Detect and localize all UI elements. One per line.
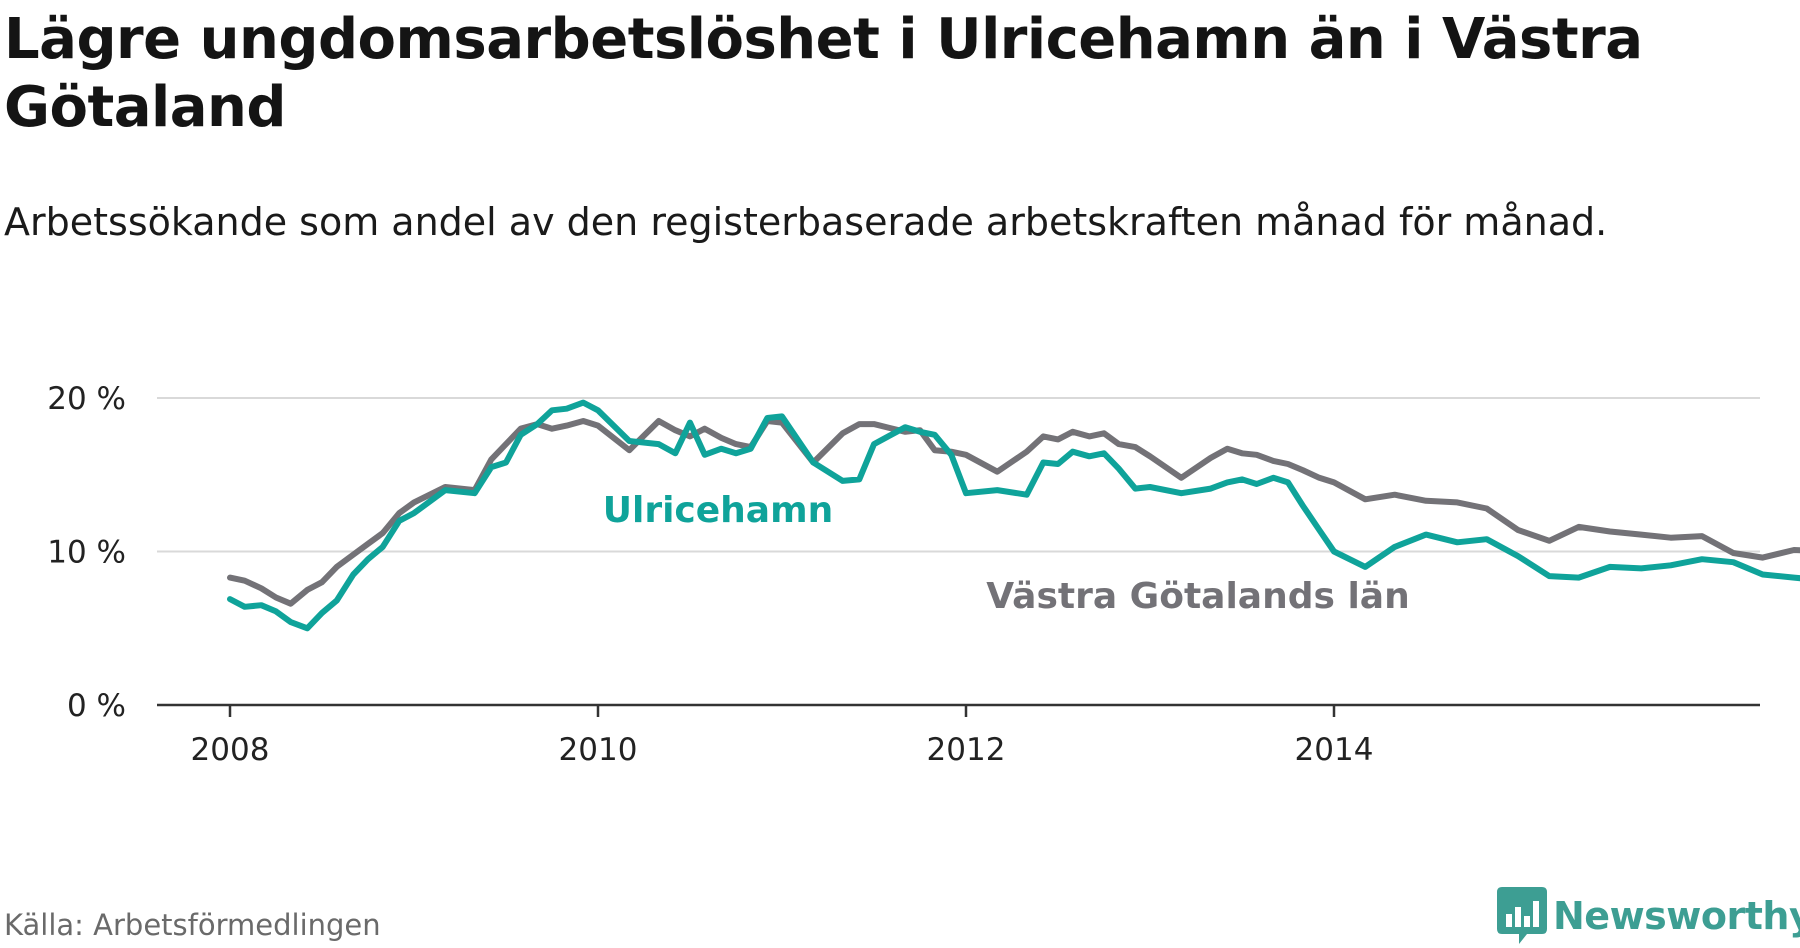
y-tick-label: 20 % [47, 381, 126, 417]
grid-lines [157, 397, 1760, 553]
x-tick-label: 2012 [927, 732, 1006, 768]
x-tick-label: 2010 [559, 732, 638, 768]
series-line-ulricehamn [227, 399, 1800, 632]
x-tick-label: 2008 [191, 732, 270, 768]
series-line-vastra-gotaland [227, 418, 1800, 607]
series-label-ulricehamn: Ulricehamn [603, 490, 833, 531]
series-lines [227, 399, 1800, 632]
chart-subtitle: Arbetssökande som andel av den registerb… [4, 200, 1608, 244]
y-tick-label: 0 % [67, 688, 126, 724]
chart-title: Lägre ungdomsarbetslöshet i Ulricehamn ä… [4, 7, 1643, 140]
x-tick-label: 2014 [1295, 732, 1374, 768]
series-label-vastra-gotaland: Västra Götalands län [986, 576, 1409, 617]
newsworthy-logo-icon [1497, 887, 1547, 944]
source-note: Källa: Arbetsförmedlingen [4, 908, 381, 942]
y-axis-ticks: 0 % 10 % 20 % [47, 381, 126, 724]
line-chart: 0 %10 %20 % 2008201020122014201720192021… [47, 381, 1800, 768]
newsworthy-logo-text: Newsworthy [1553, 894, 1800, 938]
y-tick-label: 10 % [47, 535, 126, 571]
x-axis: 20082010201220142017201920212023 [157, 703, 1760, 768]
newsworthy-logo[interactable]: Newsworthy [1497, 887, 1800, 945]
